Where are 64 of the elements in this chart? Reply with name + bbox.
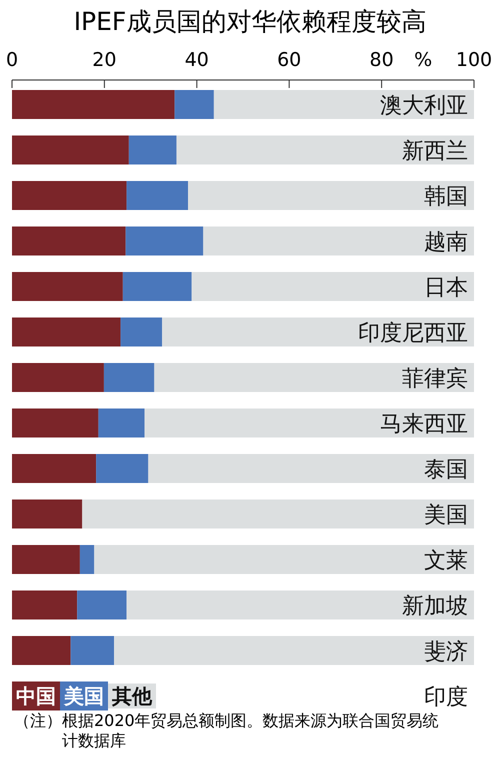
bar [114,636,474,665]
bar [214,90,474,119]
annotation: （注）根据2020年贸易总额制图。数据来源为联合国贸易统计数据库 [14,711,439,750]
bar [12,181,127,210]
bar [12,226,126,256]
bar [12,636,71,665]
bar [70,636,114,665]
y-tick-label: 新加坡 [402,594,468,619]
series-label: 其他 [111,684,153,708]
y-tick-label: 越南 [424,230,468,255]
bar [12,318,121,346]
bar [12,136,129,164]
x-tick-label: 40 [184,49,209,71]
bar [126,226,204,256]
x-tick-label: 20 [92,49,116,71]
chart-title: IPEF成员国的对华依赖程度较高 [74,7,426,36]
bar [12,545,80,574]
series-label: 中国 [16,684,56,708]
bar [188,181,474,210]
x-tick-label: 60 [277,49,302,71]
bar [12,363,104,392]
bar [128,136,176,164]
y-tick-label: 印度尼西亚 [358,321,468,346]
bar [12,408,98,438]
bar [120,318,162,346]
bar [176,136,474,164]
y-tick-label: 印度 [424,685,468,710]
bar [126,590,474,620]
bar [82,500,474,528]
series-label: 美国 [63,684,104,708]
bar [96,454,148,483]
bar [12,90,175,119]
y-tick-label: 泰国 [424,458,468,482]
bar [94,545,474,574]
bar [98,408,145,438]
x-tick-label: 80 [370,49,394,71]
x-tick-label: 100 [456,49,492,71]
bar [203,226,474,256]
bar [154,363,474,392]
bar [12,272,123,301]
bar [12,590,78,620]
bar [104,363,154,392]
bar [192,272,474,301]
bar [77,590,127,620]
y-tick-label: 斐济 [424,640,468,664]
bar [144,408,474,438]
y-tick-label: 韩国 [424,184,468,210]
bar [80,545,94,574]
y-tick-label: 澳大利亚 [380,94,468,118]
x-tick-label: 0 [6,49,18,71]
y-tick-label: 日本 [424,276,468,300]
y-tick-label: 马来西亚 [380,412,468,437]
bar [174,90,214,119]
bar [126,181,188,210]
bar [122,272,192,301]
y-tick-label: 菲律宾 [402,366,468,392]
bar [12,500,82,528]
x-axis-title: % [414,49,432,71]
bar [148,454,474,483]
y-tick-label: 美国 [424,503,468,528]
bar [12,454,96,483]
bar [162,318,474,346]
y-tick-label: 新西兰 [402,139,468,164]
y-tick-label: 文莱 [424,548,468,574]
